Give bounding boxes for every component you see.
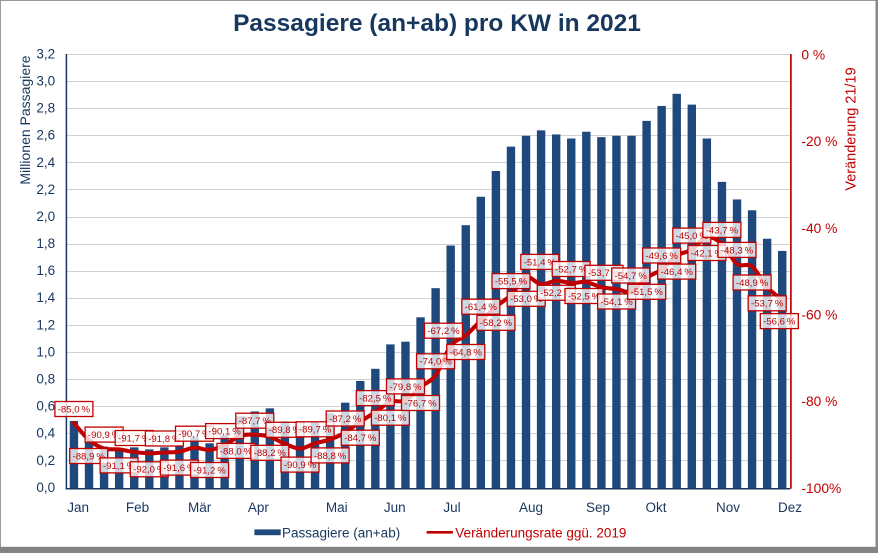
svg-text:Dez: Dez — [778, 500, 802, 515]
svg-text:Jun: Jun — [384, 500, 406, 515]
svg-text:-79,8 %: -79,8 % — [389, 382, 422, 393]
svg-text:-40 %: -40 % — [801, 221, 837, 236]
svg-text:-82,5 %: -82,5 % — [359, 394, 392, 405]
svg-text:-48,9 %: -48,9 % — [736, 278, 769, 289]
svg-text:Millionen Passagiere: Millionen Passagiere — [17, 55, 33, 184]
svg-text:Passagiere (an+ab) pro KW in 2: Passagiere (an+ab) pro KW in 2021 — [233, 10, 641, 37]
svg-text:-67,2 %: -67,2 % — [427, 326, 460, 337]
svg-text:Feb: Feb — [126, 500, 149, 515]
svg-text:-55,5 %: -55,5 % — [495, 277, 528, 288]
svg-text:1,4: 1,4 — [36, 290, 55, 305]
svg-text:-61,4 %: -61,4 % — [465, 302, 498, 313]
svg-text:-49,6 %: -49,6 % — [646, 251, 679, 262]
svg-text:-80,1 %: -80,1 % — [374, 413, 407, 424]
svg-text:0,4: 0,4 — [36, 426, 55, 441]
svg-text:-52,5 %: -52,5 % — [568, 291, 601, 302]
svg-text:3,0: 3,0 — [36, 74, 55, 89]
svg-text:3,2: 3,2 — [36, 46, 55, 61]
svg-text:Jan: Jan — [67, 500, 89, 515]
svg-text:-100%: -100% — [801, 481, 841, 496]
svg-text:-76,7 %: -76,7 % — [404, 398, 437, 409]
svg-text:Aug: Aug — [519, 500, 543, 515]
svg-text:-88,8 %: -88,8 % — [314, 451, 347, 462]
svg-text:-54,7 %: -54,7 % — [615, 271, 648, 282]
svg-text:Veränderung 21/19: Veränderung 21/19 — [844, 67, 860, 190]
svg-text:-46,4 %: -46,4 % — [661, 267, 694, 278]
svg-text:Sep: Sep — [586, 500, 610, 515]
svg-text:-51,4 %: -51,4 % — [524, 257, 557, 268]
svg-text:1,2: 1,2 — [36, 317, 55, 332]
svg-text:-85,0 %: -85,0 % — [58, 404, 91, 415]
svg-text:2,2: 2,2 — [36, 182, 55, 197]
svg-text:Mär: Mär — [188, 500, 212, 515]
svg-text:0,2: 0,2 — [36, 453, 55, 468]
svg-text:Apr: Apr — [248, 500, 270, 515]
svg-text:1,0: 1,0 — [36, 344, 55, 359]
svg-text:0,6: 0,6 — [36, 399, 55, 414]
svg-text:Mai: Mai — [326, 500, 348, 515]
svg-text:Nov: Nov — [716, 500, 740, 515]
svg-text:0 %: 0 % — [801, 47, 825, 62]
svg-text:-43,7 %: -43,7 % — [706, 225, 739, 236]
svg-text:1,8: 1,8 — [36, 236, 55, 251]
svg-text:0,8: 0,8 — [36, 372, 55, 387]
svg-text:2,6: 2,6 — [36, 128, 55, 143]
svg-text:1,6: 1,6 — [36, 263, 55, 278]
svg-text:-20 %: -20 % — [801, 134, 837, 149]
svg-text:-56,6 %: -56,6 % — [763, 317, 796, 328]
svg-text:2,8: 2,8 — [36, 101, 55, 116]
svg-text:-80 %: -80 % — [801, 394, 837, 409]
svg-text:-60 %: -60 % — [801, 308, 837, 323]
svg-text:-87,2 %: -87,2 % — [329, 414, 362, 425]
svg-text:-64,8 %: -64,8 % — [450, 347, 483, 358]
svg-text:-84,7 %: -84,7 % — [344, 433, 377, 444]
svg-text:-52,7 %: -52,7 % — [555, 264, 588, 275]
svg-text:2,0: 2,0 — [36, 209, 55, 224]
svg-text:-53,7 %: -53,7 % — [751, 299, 784, 310]
svg-text:-91,2 %: -91,2 % — [193, 465, 226, 476]
svg-text:Passagiere (an+ab): Passagiere (an+ab) — [282, 525, 400, 540]
svg-text:Veränderungsrate ggü. 2019: Veränderungsrate ggü. 2019 — [455, 525, 626, 540]
svg-text:Okt: Okt — [645, 500, 666, 515]
svg-text:-58,2 %: -58,2 % — [480, 318, 513, 329]
svg-text:-48,3 %: -48,3 % — [721, 245, 754, 256]
svg-text:2,4: 2,4 — [36, 155, 55, 170]
svg-text:Jul: Jul — [443, 500, 460, 515]
svg-text:-88,0 %: -88,0 % — [220, 446, 253, 457]
svg-text:-51,5 %: -51,5 % — [631, 287, 664, 298]
svg-text:0,0: 0,0 — [36, 480, 55, 495]
